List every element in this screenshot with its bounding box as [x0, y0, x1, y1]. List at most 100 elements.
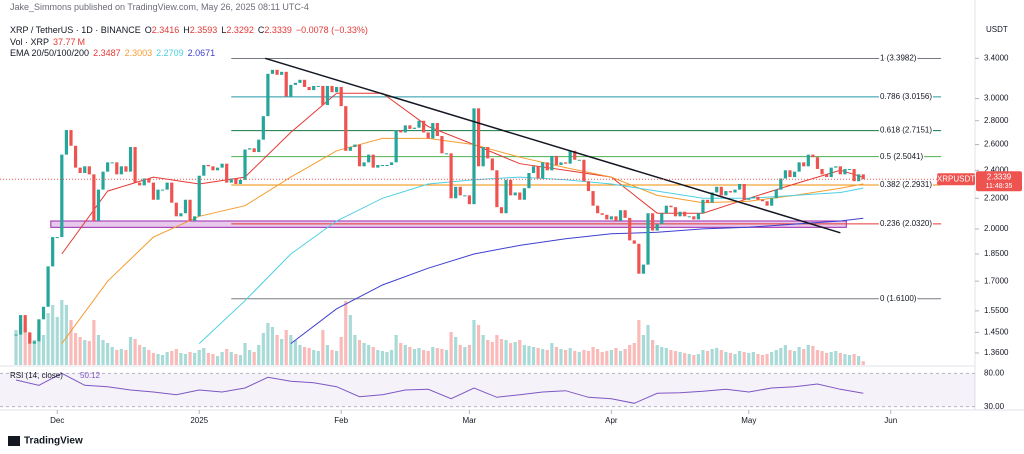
volume-bar	[426, 351, 430, 365]
candle-body	[513, 192, 517, 196]
volume-bar	[380, 351, 384, 365]
volume-bar	[362, 343, 366, 365]
candle-body	[376, 164, 380, 168]
volume-bar	[637, 320, 641, 365]
candle-body	[238, 179, 243, 184]
brand-logo	[8, 436, 20, 446]
volume-bar	[765, 354, 769, 365]
volume-bar	[206, 353, 210, 365]
candle-body	[325, 85, 330, 106]
volume-bar	[669, 350, 673, 365]
candle-body	[298, 79, 302, 83]
candle-body	[779, 178, 783, 190]
candle-body	[133, 147, 137, 183]
volume-bar	[316, 351, 320, 365]
candle-body	[568, 150, 572, 164]
volume-bar	[660, 347, 664, 365]
volume-bar	[499, 339, 504, 365]
volume-bar	[399, 343, 403, 365]
candle-body	[380, 164, 384, 166]
ohlc-value: 2.3292	[226, 25, 254, 35]
candle-body	[444, 153, 449, 155]
volume-bar	[650, 340, 655, 365]
candle-body	[797, 162, 801, 172]
volume-bar	[820, 351, 824, 365]
candle-body	[206, 164, 210, 167]
volume-bar	[353, 335, 357, 365]
candle-body	[678, 211, 682, 217]
fib-label: 1 (3.3982)	[880, 54, 917, 63]
ema-name: EMA 20/50/100/200	[10, 48, 90, 58]
candle-body	[32, 341, 36, 344]
candle-body	[742, 183, 746, 200]
y-tick-label: 2.6000	[984, 140, 1009, 149]
volume-bar	[160, 355, 165, 365]
candle-body	[229, 178, 233, 183]
x-tick-label: Mar	[463, 416, 477, 425]
volume-bar	[225, 349, 229, 365]
candle-body	[531, 166, 536, 173]
ema-line	[290, 217, 864, 344]
candle-body	[802, 162, 806, 167]
volume-bar	[440, 349, 444, 365]
candle-body	[412, 127, 417, 129]
volume-bar	[23, 327, 27, 365]
rsi-band	[0, 373, 975, 407]
candle-body	[847, 168, 852, 170]
candle-body	[188, 199, 192, 221]
candle-body	[834, 166, 838, 168]
y-tick-label: 2.2000	[984, 193, 1009, 202]
brand-name: TradingView	[24, 436, 83, 447]
volume-bar	[724, 352, 728, 365]
volume-bar	[14, 330, 18, 365]
countdown: 11:48:35	[986, 183, 1013, 190]
volume-bar	[586, 351, 591, 365]
volume-bar	[742, 352, 746, 365]
volume-bar	[344, 301, 348, 365]
volume-bar	[582, 350, 586, 365]
candle-body	[197, 175, 201, 217]
candle-body	[705, 199, 710, 203]
volume-bar	[412, 349, 417, 365]
candle-body	[463, 195, 467, 197]
volume-bar	[261, 333, 265, 365]
volume-bar	[467, 345, 472, 365]
volume-bar	[522, 345, 526, 365]
candle-body	[857, 174, 861, 182]
candle-body	[701, 199, 705, 214]
volume-bar	[779, 348, 783, 365]
candle-body	[243, 149, 247, 180]
volume-bar	[87, 341, 91, 365]
rsi-tick-label: 30.00	[984, 402, 1005, 411]
ema-line: EMA 20/50/100/200 2.3487 2.3003 2.2709 2.067…	[10, 48, 219, 58]
volume-bar	[632, 343, 636, 365]
candle-body	[792, 171, 797, 178]
candle-body	[696, 213, 700, 220]
volume-bar	[774, 350, 778, 365]
volume-bar	[591, 347, 595, 365]
candle-body	[820, 168, 824, 175]
candle-body	[518, 192, 522, 200]
ohlc-label: H	[183, 25, 190, 35]
candle-body	[504, 179, 508, 214]
x-tick-label: Feb	[334, 416, 348, 425]
volume-bar	[435, 348, 439, 365]
candle-body	[160, 189, 165, 191]
volume-bar	[811, 346, 815, 365]
candle-body	[110, 162, 114, 164]
candle-body	[193, 216, 197, 221]
candle-body	[60, 154, 64, 238]
candle-body	[738, 183, 742, 190]
volume-bar	[541, 349, 545, 365]
volume-bar	[646, 325, 650, 365]
volume-bar	[770, 352, 774, 365]
candle-body	[476, 108, 481, 167]
trendline	[264, 57, 841, 234]
volume-bar	[106, 343, 110, 365]
fib-label: 0.618 (2.7151)	[880, 126, 932, 135]
candle-body	[692, 216, 696, 220]
ema-value: 2.0671	[187, 48, 216, 58]
candle-body	[19, 315, 23, 335]
volume-bar	[247, 350, 252, 365]
candle-body	[490, 158, 494, 171]
